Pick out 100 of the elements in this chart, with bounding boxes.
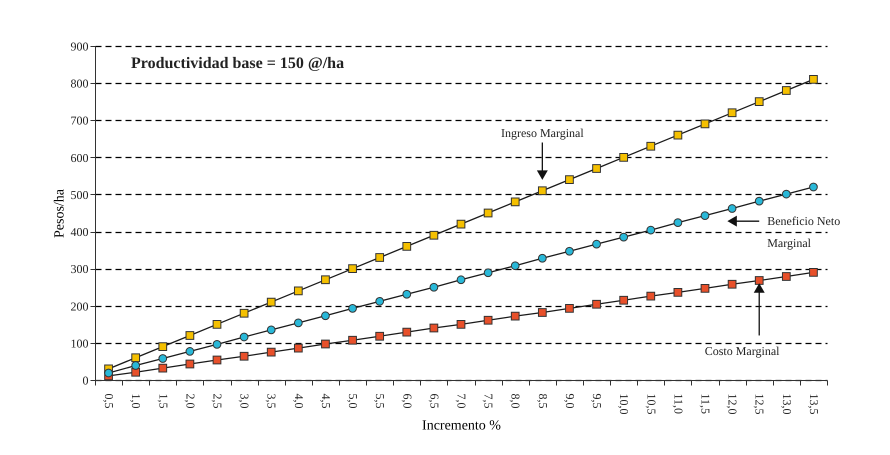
point	[456, 275, 466, 284]
x-tick-label: 9,0	[562, 394, 577, 408]
point	[456, 220, 466, 229]
annotation: Productividad base = 150 @/ha	[131, 55, 344, 72]
point	[700, 211, 710, 220]
x-tick-label: 2,0	[183, 394, 198, 408]
point	[700, 120, 710, 128]
point	[212, 340, 222, 349]
x-tick-label: 2,5	[210, 394, 224, 408]
point	[131, 353, 140, 362]
point	[809, 268, 818, 277]
point	[510, 197, 520, 206]
point	[321, 340, 330, 348]
y-tick-label: 800	[70, 76, 88, 91]
x-tick-label: 6,5	[427, 394, 442, 408]
point	[674, 218, 682, 228]
y-tick-label: 200	[70, 299, 88, 314]
point	[484, 268, 492, 278]
point	[484, 208, 492, 218]
point	[484, 316, 492, 325]
point	[266, 326, 276, 334]
point	[240, 352, 248, 361]
point	[158, 364, 168, 372]
point	[809, 182, 818, 192]
point	[104, 368, 113, 378]
point	[456, 320, 466, 329]
x-tick-label: 10,5	[644, 394, 658, 414]
point	[158, 354, 168, 363]
point	[402, 242, 412, 251]
point	[754, 276, 764, 285]
point	[321, 275, 330, 284]
point	[510, 261, 520, 270]
point	[538, 254, 547, 263]
point	[592, 240, 601, 249]
point	[782, 190, 791, 198]
point	[212, 356, 222, 364]
point	[565, 304, 574, 313]
point	[430, 230, 438, 240]
y-axis-title: Pesos/ha	[52, 188, 68, 238]
point	[728, 204, 736, 213]
point	[294, 286, 303, 296]
text: Ingreso Marginal	[500, 126, 584, 140]
x-tick-label: 1,5	[156, 394, 170, 408]
point	[565, 175, 574, 184]
y-tick-label: 100	[70, 336, 88, 350]
point	[809, 75, 818, 84]
point	[700, 284, 710, 293]
x-tick-label: 13,0	[780, 394, 794, 414]
point	[131, 361, 140, 370]
x-tick-label: 8,5	[536, 394, 550, 408]
point	[674, 130, 682, 140]
point	[430, 282, 438, 292]
y-tick-label: 0	[82, 374, 88, 388]
point	[619, 232, 628, 242]
point	[646, 226, 656, 234]
point	[754, 196, 764, 206]
point	[375, 296, 384, 306]
point	[430, 324, 438, 332]
legend-label: Beneficio Neto Marginal	[767, 214, 840, 250]
point	[538, 186, 547, 196]
point	[348, 336, 357, 345]
y-tick-label: 400	[70, 225, 88, 240]
point	[186, 347, 194, 356]
point	[510, 312, 520, 321]
x-tick-label: 12,0	[726, 394, 740, 414]
x-tick-label: 4,0	[292, 394, 306, 408]
point	[728, 108, 736, 118]
point	[538, 308, 547, 317]
x-tick-label: 7,5	[482, 394, 496, 408]
x-tick-label: 4,5	[318, 394, 333, 408]
point	[646, 292, 656, 300]
y-tick-label: 300	[70, 262, 88, 276]
point	[375, 332, 384, 341]
x-tick-label: 5,0	[346, 394, 360, 408]
point	[212, 320, 222, 329]
point	[348, 304, 357, 313]
text: Costo Marginal	[704, 344, 780, 358]
y-tick-label: 600	[70, 150, 88, 165]
x-tick-label: 6,0	[400, 394, 414, 408]
point	[728, 280, 736, 289]
point	[240, 332, 248, 342]
point	[619, 296, 628, 305]
x-tick-label: 11,5	[698, 394, 712, 414]
point	[782, 86, 791, 95]
x-tick-label: 13,5	[806, 394, 821, 414]
point	[348, 264, 357, 274]
x-tick-label: 11,0	[671, 394, 686, 414]
x-tick-label: 9,5	[590, 394, 604, 408]
x-tick-label: 7,0	[454, 394, 468, 408]
point	[294, 344, 303, 352]
point	[402, 290, 412, 299]
point	[294, 318, 303, 328]
point	[565, 246, 574, 256]
x-tick-label: 10,0	[617, 394, 632, 414]
point	[619, 152, 628, 162]
y-tick-label: 500	[70, 188, 88, 202]
point	[375, 253, 384, 262]
point	[754, 97, 764, 106]
point	[782, 272, 791, 281]
x-tick-label: 0,5	[102, 394, 116, 408]
